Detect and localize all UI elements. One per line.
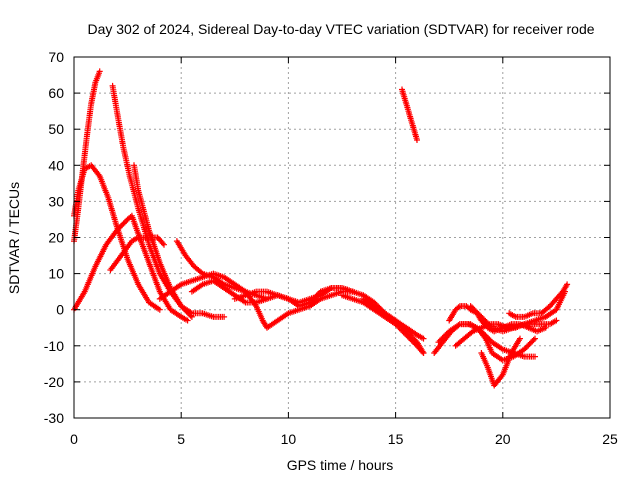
y-tick-label: 50 xyxy=(48,121,64,137)
y-tick-label: 60 xyxy=(48,85,64,101)
x-tick-label: 25 xyxy=(602,431,618,447)
grid-lines xyxy=(74,57,610,418)
tick-labels: 0 5 10 15 20 25 -30 -20 -10 0 10 20 30 40 50 60 70 xyxy=(44,49,618,447)
series-arc-21 xyxy=(506,281,571,320)
y-tick-label: -10 xyxy=(44,338,64,354)
data-series xyxy=(71,68,571,389)
x-tick-label: 15 xyxy=(388,431,404,447)
data-points xyxy=(339,292,427,356)
series-arc-8 xyxy=(156,270,356,331)
x-tick-label: 0 xyxy=(70,431,78,447)
data-points xyxy=(156,270,356,331)
axis-ticks xyxy=(73,56,611,419)
y-tick-label: 40 xyxy=(48,157,64,173)
x-tick-label: 10 xyxy=(281,431,297,447)
series-arc-14 xyxy=(399,86,420,143)
y-tick-label: -20 xyxy=(44,374,64,390)
y-tick-label: 20 xyxy=(48,230,64,246)
series-arc-19 xyxy=(478,335,523,389)
series-arc-20 xyxy=(467,288,568,335)
y-tick-label: 0 xyxy=(56,302,64,318)
chart-title: Day 302 of 2024, Sidereal Day-to-day VTE… xyxy=(87,21,594,37)
y-tick-label: -30 xyxy=(44,410,64,426)
data-points xyxy=(399,86,420,143)
data-points xyxy=(506,281,571,320)
series-arc-12 xyxy=(339,292,427,356)
series-arc-13 xyxy=(360,295,427,342)
y-axis-label: SDTVAR / TECUs xyxy=(6,182,22,294)
data-points xyxy=(467,288,568,335)
y-tick-label: 30 xyxy=(48,193,64,209)
y-tick-label: 10 xyxy=(48,266,64,282)
data-points xyxy=(360,295,427,342)
data-points xyxy=(478,335,523,389)
x-axis-label: GPS time / hours xyxy=(287,457,394,473)
y-tick-label: 70 xyxy=(48,49,64,65)
x-tick-label: 5 xyxy=(177,431,185,447)
x-tick-label: 20 xyxy=(495,431,511,447)
